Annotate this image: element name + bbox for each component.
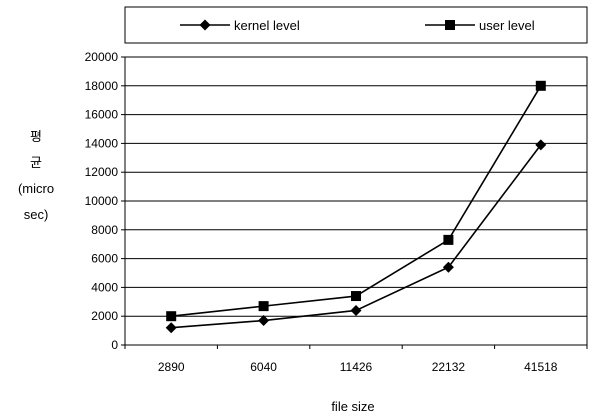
y-tick-label: 6000 bbox=[91, 252, 118, 266]
y-tick-label: 10000 bbox=[85, 194, 119, 208]
y-tick-label: 12000 bbox=[85, 165, 119, 179]
x-tick-label: 11426 bbox=[340, 360, 373, 374]
x-axis-ticks: 2890 6040 11426 22132 41518 bbox=[124, 345, 588, 374]
data-point-kernel-level bbox=[165, 322, 177, 334]
data-point-kernel-level bbox=[535, 139, 547, 151]
y-tick-label: 2000 bbox=[91, 309, 118, 323]
data-point-user-level bbox=[258, 301, 269, 312]
y-tick-label: 8000 bbox=[91, 223, 118, 237]
series-user-level bbox=[166, 80, 546, 322]
x-tick-label: 41518 bbox=[524, 360, 558, 374]
y-tick-label: 20000 bbox=[85, 50, 119, 64]
data-point-kernel-level bbox=[258, 315, 270, 327]
legend-marker-kernel-level bbox=[199, 19, 211, 31]
data-point-kernel-level bbox=[442, 261, 454, 273]
y-tick-label: 18000 bbox=[85, 79, 119, 93]
data-point-user-level bbox=[351, 291, 361, 302]
gridlines bbox=[125, 56, 587, 346]
x-tick-label: 6040 bbox=[250, 360, 277, 374]
series-kernel-level bbox=[165, 139, 547, 334]
y-axis-title-line: sec) bbox=[24, 207, 49, 222]
legend-label-user-level: user level bbox=[479, 18, 535, 33]
data-point-kernel-level bbox=[350, 304, 362, 316]
x-tick-label: 22132 bbox=[432, 360, 466, 374]
series-layer bbox=[165, 80, 547, 334]
y-tick-label: 16000 bbox=[85, 108, 119, 122]
y-axis-title: 평균 (micro sec) bbox=[18, 129, 54, 222]
data-point-user-level bbox=[166, 311, 177, 322]
data-point-user-level bbox=[535, 80, 546, 91]
legend: kernel level user level bbox=[124, 6, 588, 44]
y-axis-ticks: 0 2000 4000 6000 8000 10000 12000 14000 16000 180… bbox=[85, 50, 125, 352]
y-axis-title-line: 평 bbox=[30, 129, 42, 144]
y-axis-title-line: 균 bbox=[30, 155, 42, 170]
legend-marker-user-level bbox=[445, 20, 455, 30]
y-tick-label: 0 bbox=[111, 338, 118, 352]
x-tick-label: 2890 bbox=[158, 360, 185, 374]
x-axis-title: file size bbox=[331, 399, 374, 414]
legend-label-kernel-level: kernel level bbox=[234, 18, 300, 33]
data-point-user-level bbox=[443, 234, 454, 245]
y-axis-title-line: (micro bbox=[18, 181, 54, 196]
y-tick-label: 4000 bbox=[91, 280, 118, 294]
y-tick-label: 14000 bbox=[85, 136, 119, 150]
